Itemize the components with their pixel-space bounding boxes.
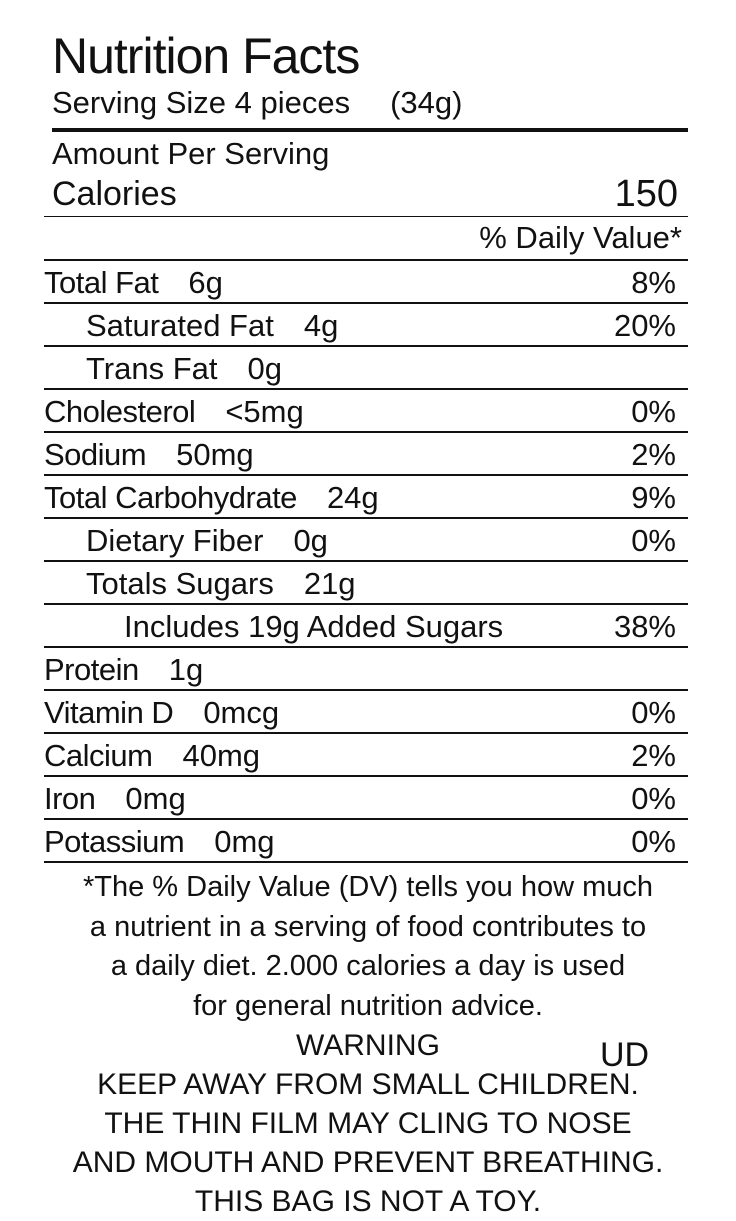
warning-line: THE THIN FILM MAY CLING TO NOSE — [104, 1107, 632, 1140]
footnote-line: a daily diet. 2.000 calories a day is us… — [110, 950, 626, 982]
footnote: *The % Daily Value (DV) tells you how mu… — [30, 868, 706, 1026]
serving-size: Serving Size 4 pieces — [52, 85, 351, 120]
nutrient-row: Total Fat 6g 8% — [44, 261, 688, 304]
nutrient-daily-value: 0% — [631, 695, 676, 730]
nutrition-label: Nutrition Facts Serving Size 4 pieces (34… — [44, 28, 688, 863]
nutrient-amount: 0mg — [125, 781, 186, 816]
nutrient-amount: 4g — [303, 308, 339, 343]
warning-line: THIS BAG IS NOT A TOY. — [194, 1185, 542, 1218]
nutrient-amount: 0mcg — [203, 695, 280, 730]
nutrient-row: Sodium 50mg 2% — [44, 433, 688, 476]
warning-line: KEEP AWAY FROM SMALL CHILDREN. — [97, 1068, 639, 1101]
nutrient-name: Potassium — [44, 824, 185, 859]
nutrient-row: Saturated Fat 4g 20% — [44, 304, 688, 347]
nutrient-daily-value: 0% — [631, 781, 676, 816]
amount-per-serving: Amount Per Serving — [52, 136, 330, 171]
footnote-line: for general nutrition advice. — [193, 989, 543, 1022]
nutrient-name: Total Carbohydrate — [44, 480, 297, 515]
nutrient-amount: 0mg — [214, 824, 275, 859]
nutrient-row: Dietary Fiber 0g 0% — [44, 519, 688, 562]
nutrient-row: Potassium 0mg 0% — [44, 820, 688, 863]
footnote-line: a nutrient in a serving of food contribu… — [89, 910, 647, 943]
warning-line: AND MOUTH AND PREVENT BREATHING. — [72, 1146, 664, 1179]
nutrient-name: Calcium — [44, 738, 153, 773]
calories-value: 150 — [614, 173, 678, 215]
nutrient-daily-value: 0% — [631, 523, 676, 558]
nutrient-name: Totals Sugars — [86, 566, 274, 601]
nutrient-row: Totals Sugars 21g — [44, 562, 688, 605]
nutrient-daily-value: 2% — [631, 437, 676, 472]
nutrient-amount: <5mg — [225, 394, 304, 429]
nutrient-row: Includes 19g Added Sugars 38% — [44, 605, 688, 648]
nutrient-name: Iron — [44, 781, 96, 816]
ud-mark: UD — [600, 1036, 650, 1074]
nutrient-amount: 24g — [326, 480, 379, 515]
calories-row: Calories 150 — [44, 172, 688, 217]
nutrient-row: Total Carbohydrate 24g 9% — [44, 476, 688, 519]
nutrient-daily-value: 0% — [631, 394, 676, 429]
nutrient-amount: 0g — [293, 523, 328, 558]
serving-weight: (34g) — [390, 85, 463, 120]
nutrient-amount: 0g — [247, 351, 282, 386]
warning-title: WARNING — [296, 1029, 440, 1062]
nutrient-daily-value: 9% — [631, 480, 676, 515]
nutrient-name: Cholesterol — [44, 394, 196, 429]
nutrient-amount: 6g — [188, 265, 223, 300]
nutrient-row: Protein 1g — [44, 648, 688, 691]
nutrient-row: Iron 0mg 0% — [44, 777, 688, 820]
serving: Serving Size 4 pieces (34g) — [52, 84, 688, 132]
nutrient-daily-value: 38% — [613, 609, 676, 644]
nutrient-name: Sodium — [44, 437, 147, 472]
nutrient-row: Cholesterol <5mg 0% — [44, 390, 688, 433]
nutrient-row: Vitamin D 0mcg 0% — [44, 691, 688, 734]
nutrient-name: Trans Fat — [86, 351, 218, 386]
nutrient-rows: Total Fat 6g 8% Saturated Fat 4g 20% Trans Fat… — [44, 261, 688, 863]
nutrient-name: Total Fat — [44, 265, 159, 300]
nutrient-name: Includes 19g Added Sugars — [124, 609, 504, 644]
nutrient-amount: 21g — [303, 566, 356, 601]
nutrient-name: Vitamin D — [44, 695, 174, 730]
nutrient-daily-value: 20% — [613, 308, 676, 343]
daily-value-header: % Daily Value* — [44, 217, 688, 261]
nutrient-name: Protein — [44, 652, 139, 687]
calories-label: Calories — [52, 175, 177, 213]
nutrient-name: Saturated Fat — [86, 308, 274, 343]
nutrient-row: Calcium 40mg 2% — [44, 734, 688, 777]
nutrient-amount: 1g — [168, 652, 204, 687]
warning: WARNING KEEP AWAY FROM SMALL CHILDREN. TH… — [20, 1026, 716, 1221]
footnote-line: *The % Daily Value (DV) tells you how mu… — [82, 871, 654, 903]
nutrient-daily-value: 2% — [631, 738, 676, 773]
nutrient-name: Dietary Fiber — [86, 523, 264, 558]
nutrient-amount: 40mg — [182, 738, 261, 773]
nutrient-daily-value: 0% — [631, 824, 676, 859]
nutrient-amount: 50mg — [176, 437, 254, 472]
nutrient-row: Trans Fat 0g — [44, 347, 688, 390]
nutrient-daily-value: 8% — [631, 265, 676, 300]
title: Nutrition Facts — [52, 28, 360, 84]
